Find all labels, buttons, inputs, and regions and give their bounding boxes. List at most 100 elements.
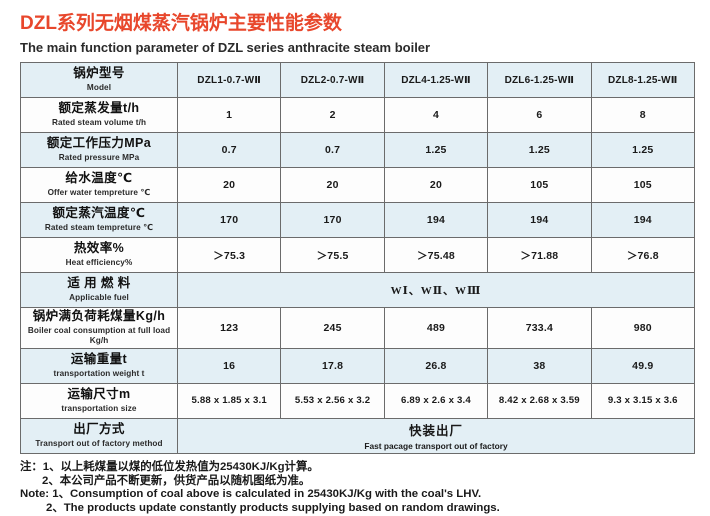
table-cell: 8 [590,97,696,133]
table-cell: 0.7 [176,132,282,168]
table-cell: ＞71.88 [487,237,592,273]
note-en-2: 2、The products update constantly product… [46,502,500,515]
table-cell: 6 [487,97,592,133]
row-label-cn: 额定工作压力MPa [46,136,152,151]
table-cell: 170 [176,202,282,238]
table-cell: 5.53 x 2.56 x 3.2 [280,382,385,419]
table-cell: 1.25 [590,132,696,168]
row-label-en: transportation weight t [53,368,145,378]
row-label-en: Transport out of factory method [35,438,163,448]
table-cell: 105 [487,167,592,203]
table-row: 出厂方式 Transport out of factory method 快装出厂 F… [20,417,695,454]
row-label-cn: 热效率% [73,241,125,256]
table-cell: 1 [176,97,282,133]
table-cell: 6.89 x 2.6 x 3.4 [383,382,489,419]
table-cell: 16 [176,347,282,384]
transport-method-cn: 快装出厂 [408,424,463,439]
table-row: 给水温度℃ Offer water tempreture ℃ 20 20 20 105 10… [20,167,696,203]
column-header-model: DZL2-0.7-WⅡ [280,62,385,98]
table-cell: 489 [383,307,489,349]
row-label: 额定蒸汽温度℃ Rated steam tempreture ℃ [20,202,178,238]
transport-method-en: Fast pacage transport out of factory [364,441,508,452]
note-cn-2: 2、本公司产品不断更新，供货产品以随机图纸为准。 [42,474,311,487]
row-label-cn: 锅炉满负荷耗煤量Kg/h [32,309,166,323]
row-label-cn: 运输尺寸m [67,387,131,402]
table-cell: 1.25 [383,132,489,168]
row-label: 锅炉型号 Model [20,62,178,98]
table-cell: 194 [487,202,592,238]
column-header-model: DZL4-1.25-WⅡ [383,62,489,98]
row-label-en: Boiler coal consumption at full load Kg/… [27,325,171,346]
table-cell: 170 [280,202,385,238]
row-label-en: Rated steam volume t/h [51,117,147,127]
column-header-model: DZL6-1.25-WⅡ [487,62,592,98]
row-label-en: transportation size [61,403,137,413]
page-subtitle: The main function parameter of DZL serie… [20,40,431,55]
table-cell: ＞75.5 [280,237,385,273]
spec-table-container: 锅炉型号 Model DZL1-0.7-WⅡ DZL2-0.7-WⅡ DZL4-1.25… [20,62,696,454]
table-row: 热效率% Heat efficiency% ＞75.3 ＞75.5 ＞75.48 ＞71.… [20,237,696,273]
row-label: 运输尺寸m transportation size [20,382,178,419]
row-label: 锅炉满负荷耗煤量Kg/h Boiler coal consumption at f… [20,307,178,349]
table-cell: 2 [280,97,385,133]
row-label: 给水温度℃ Offer water tempreture ℃ [20,167,178,203]
table-row: 锅炉型号 Model DZL1-0.7-WⅡ DZL2-0.7-WⅡ DZL4-1.25… [20,62,696,98]
row-label-cn: 额定蒸汽温度℃ [52,206,146,221]
table-cell: ＞75.3 [176,237,282,273]
page-title: DZL系列无烟煤蒸汽锅炉主要性能参数 [20,13,342,34]
row-label-en: Rated steam tempreture ℃ [44,222,154,232]
notes-block: 注：1、以上耗煤量以煤的低位发热值为25430KJ/Kg计算。 2、本公司产品不… [20,461,700,516]
table-cell: 8.42 x 2.68 x 3.59 [487,382,592,419]
table-cell: 38 [487,347,592,384]
table-cell: 1.25 [487,132,592,168]
row-label-en: Offer water tempreture ℃ [47,187,151,197]
table-cell: 980 [590,307,696,349]
row-label: 出厂方式 Transport out of factory method [20,417,178,454]
row-label-cn: 适 用 燃 料 [67,276,131,291]
row-label-cn: 出厂方式 [73,422,125,437]
table-row: 适 用 燃 料 Applicable fuel WⅠ、WⅡ、WⅢ [20,272,695,308]
table-cell: 0.7 [280,132,385,168]
table-cell: 20 [176,167,282,203]
column-header-model: DZL1-0.7-WⅡ [176,62,282,98]
table-cell: ＞76.8 [590,237,696,273]
table-row: 额定蒸发量t/h Rated steam volume t/h 1 2 4 6 8 [20,97,696,133]
row-label: 热效率% Heat efficiency% [20,237,178,273]
row-label: 适 用 燃 料 Applicable fuel [20,272,178,308]
table-cell: 20 [383,167,489,203]
table-cell: 5.88 x 1.85 x 3.1 [176,382,282,419]
table-cell: 194 [383,202,489,238]
table-cell: 17.8 [280,347,385,384]
note-cn-1: 注：1、以上耗煤量以煤的低位发热值为25430KJ/Kg计算。 [20,461,319,473]
table-cell: 105 [590,167,696,203]
table-row: 额定蒸汽温度℃ Rated steam tempreture ℃ 170 170 194… [20,202,696,238]
table-cell: 4 [383,97,489,133]
table-row: 运输尺寸m transportation size 5.88 x 1.85 x 3.… [20,382,696,419]
spec-table: 锅炉型号 Model DZL1-0.7-WⅡ DZL2-0.7-WⅡ DZL4-1.25… [20,62,696,454]
table-cell: 9.3 x 3.15 x 3.6 [590,382,696,419]
table-cell: 194 [590,202,696,238]
table-cell: 20 [280,167,385,203]
table-cell: ＞75.48 [383,237,489,273]
table-cell: 123 [176,307,282,349]
row-label: 额定工作压力MPa Rated pressure MPa [20,132,178,168]
table-cell: 245 [280,307,385,349]
table-cell: 733.4 [487,307,592,349]
row-label-cn: 锅炉型号 [73,66,125,81]
table-row: 运输重量t transportation weight t 16 17.8 26.8 38… [20,347,696,384]
table-row: 额定工作压力MPa Rated pressure MPa 0.7 0.7 1.25 1.2… [20,132,696,168]
transport-method-value: 快装出厂 Fast pacage transport out of factory [177,417,695,454]
spec-table-body: 锅炉型号 Model DZL1-0.7-WⅡ DZL2-0.7-WⅡ DZL4-1.25… [20,62,696,454]
row-label-en: Applicable fuel [69,292,129,302]
row-label-cn: 额定蒸发量t/h [58,101,140,116]
table-cell: 49.9 [590,347,696,384]
row-label-en: Model [86,82,112,92]
row-label: 额定蒸发量t/h Rated steam volume t/h [20,97,178,133]
column-header-model: DZL8-1.25-WⅡ [590,62,696,98]
row-label: 运输重量t transportation weight t [20,347,178,384]
row-label-en: Heat efficiency% [65,257,133,267]
note-en-1: Note: 1、Consumption of coal above is cal… [20,488,482,501]
row-label-en: Rated pressure MPa [58,152,140,162]
table-row: 锅炉满负荷耗煤量Kg/h Boiler coal consumption at f… [20,307,696,349]
